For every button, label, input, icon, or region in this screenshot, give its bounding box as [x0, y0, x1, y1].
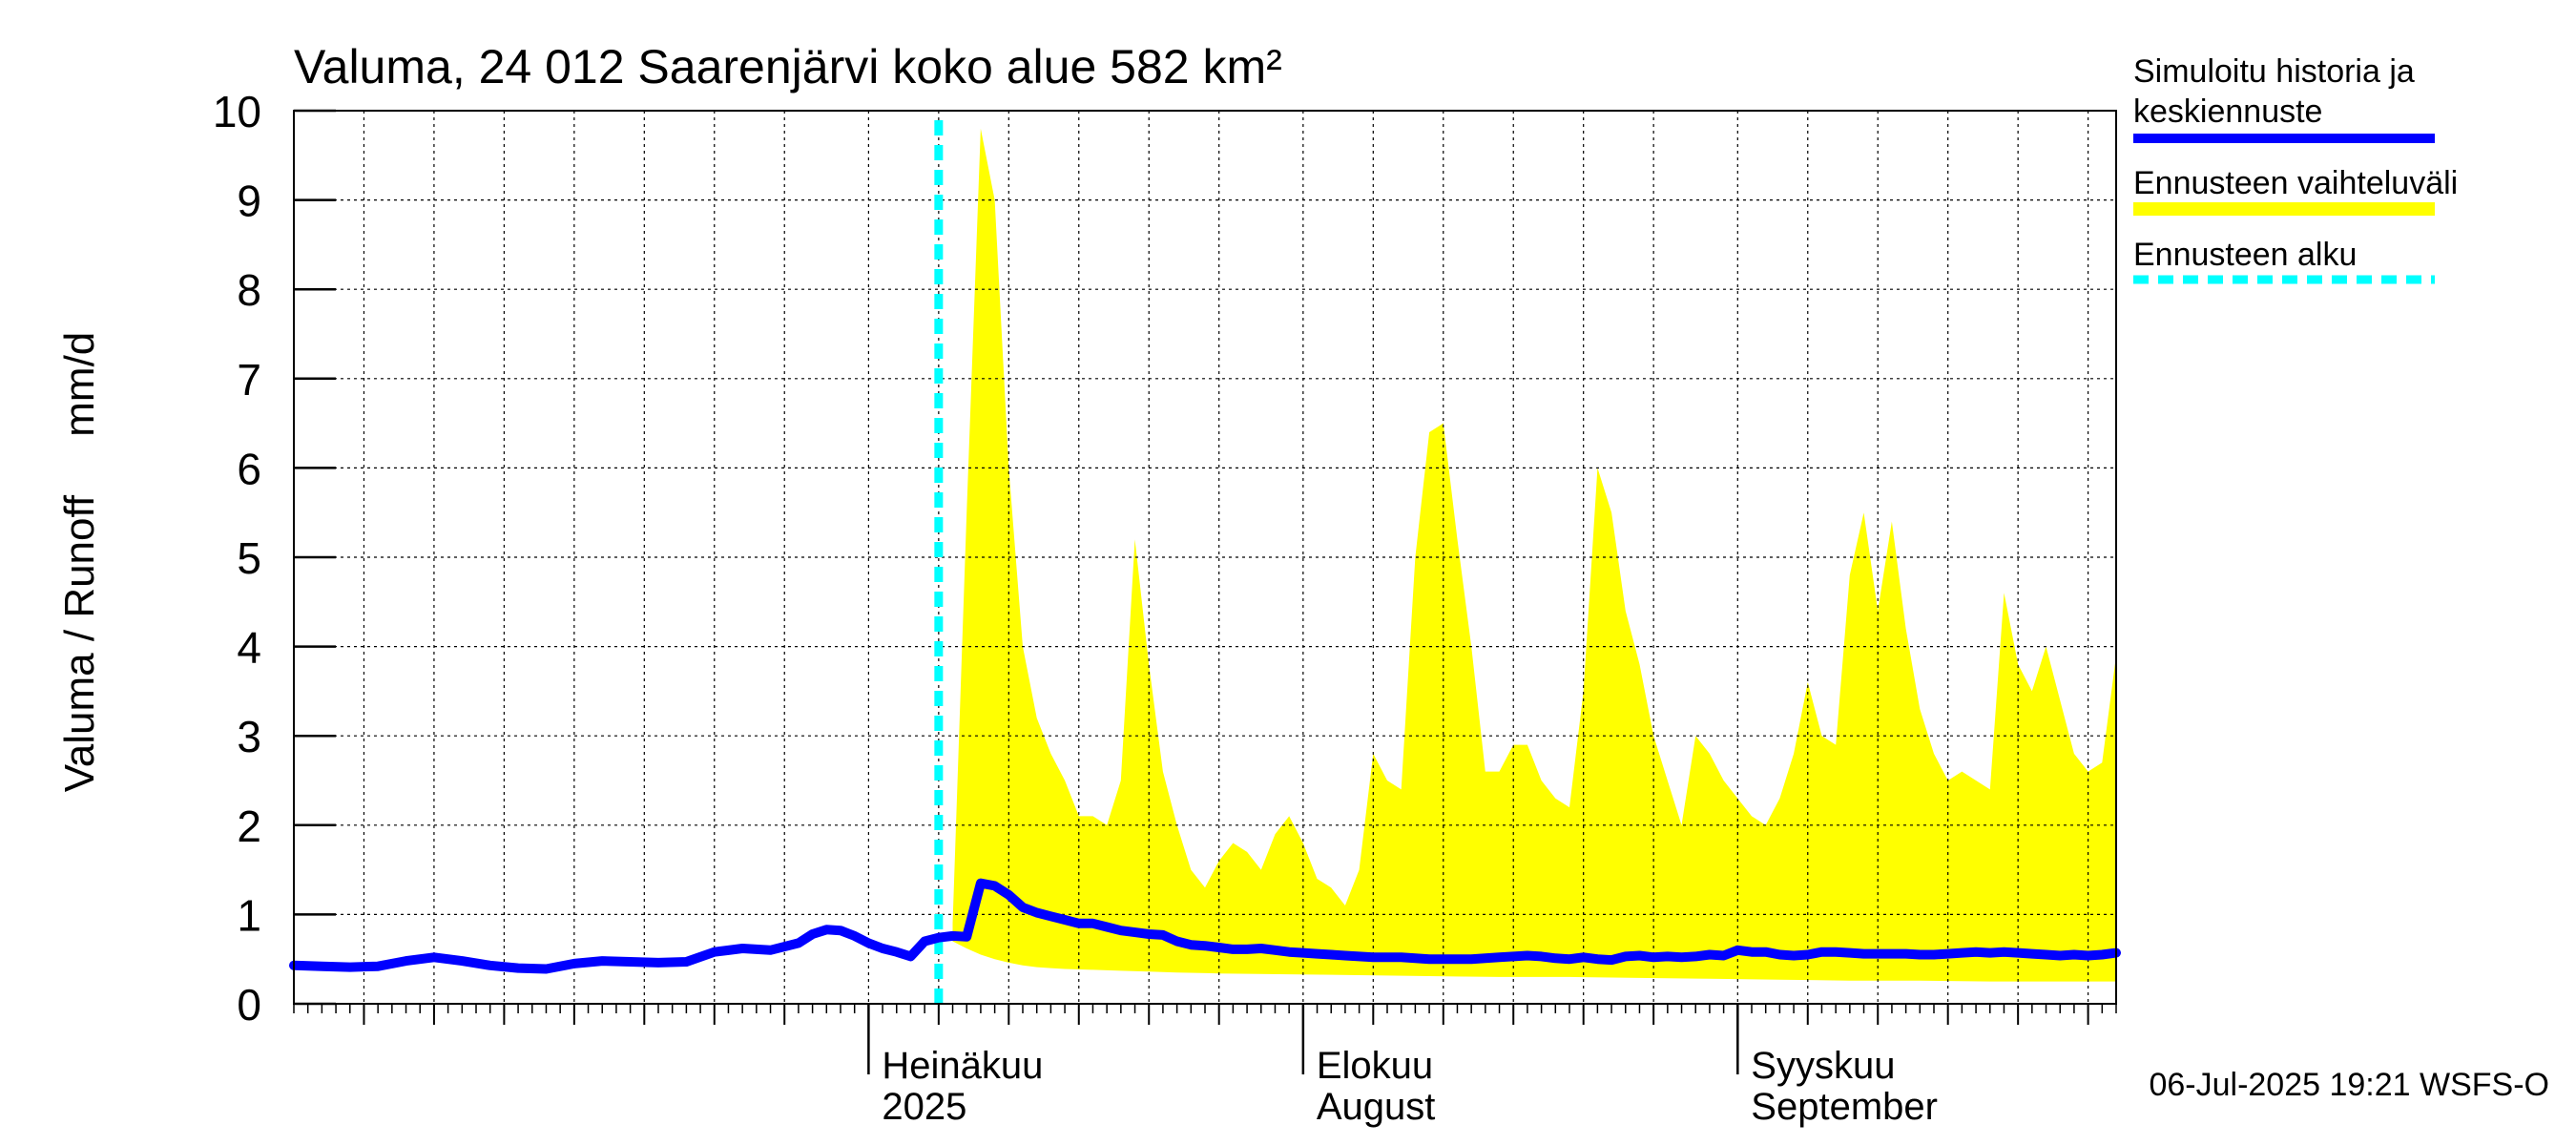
x-month-sublabel-1: August [1317, 1086, 1436, 1128]
y-tick-label-4: 4 [237, 623, 261, 673]
x-month-label-0: Heinäkuu [882, 1045, 1043, 1087]
y-tick-label-6: 6 [237, 444, 261, 493]
y-tick-label-1: 1 [237, 890, 261, 940]
y-tick-label-10: 10 [213, 87, 261, 136]
y-tick-label-2: 2 [237, 802, 261, 851]
y-tick-label-8: 8 [237, 265, 261, 315]
chart-title: Valuma, 24 012 Saarenjärvi koko alue 582… [294, 40, 1282, 94]
y-tick-label-3: 3 [237, 712, 261, 761]
legend-label-range: Ennusteen vaihteluväli [2133, 165, 2458, 201]
y-tick-label-0: 0 [237, 980, 261, 1030]
y-tick-label-7: 7 [237, 355, 261, 405]
x-month-label-1: Elokuu [1317, 1045, 1433, 1087]
forecast-range-area [952, 128, 2116, 982]
footer-timestamp: 06-Jul-2025 19:21 WSFS-O [2149, 1067, 2549, 1103]
legend-label-history-line2: keskiennuste [2133, 94, 2322, 130]
y-axis-label: Valuma / Runoff mm/d [56, 332, 103, 793]
y-axis: 0 1 2 3 4 5 6 7 8 9 10 [213, 87, 336, 1030]
mean-runoff-line [289, 878, 2121, 974]
legend-label-forecast-start: Ennusteen alku [2133, 237, 2357, 273]
y-tick-label-9: 9 [237, 177, 261, 226]
legend-label-history: Simuloitu historia ja [2133, 53, 2415, 90]
plot-frame [293, 110, 2117, 1005]
forecast-range-band [952, 128, 2116, 982]
y-tick-label-5: 5 [237, 533, 261, 583]
x-month-sublabel-0: 2025 [882, 1086, 966, 1128]
mean-runoff-series [289, 878, 2121, 974]
legend: Simuloitu historia ja keskiennuste Ennus… [2133, 53, 2458, 284]
x-month-sublabel-2: September [1751, 1086, 1938, 1128]
x-month-label-2: Syyskuu [1751, 1045, 1895, 1087]
